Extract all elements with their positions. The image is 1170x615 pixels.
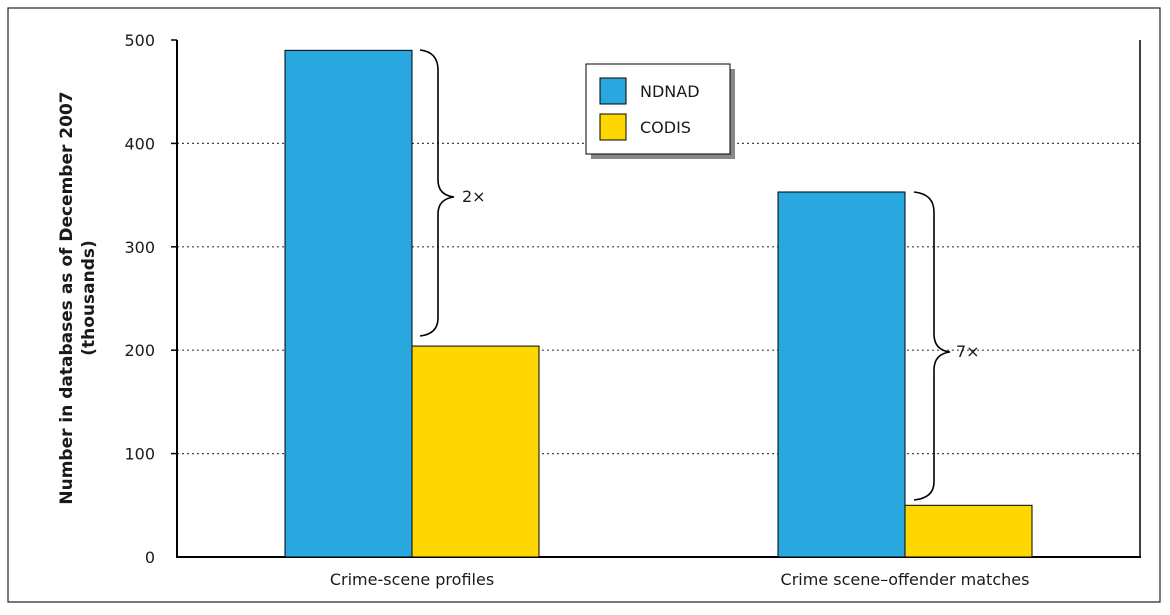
x-category-label: Crime-scene profiles xyxy=(330,570,494,589)
y-tick-label: 200 xyxy=(124,341,155,360)
legend-swatch-codis xyxy=(599,113,627,141)
y-tick-label: 0 xyxy=(145,548,155,567)
y-tick-label: 500 xyxy=(124,31,155,50)
legend-label-ndnad: NDNAD xyxy=(640,82,700,101)
y-tick-label: 300 xyxy=(124,238,155,257)
y-axis-label-units: (thousands) xyxy=(79,240,99,356)
legend: NDNAD CODIS xyxy=(585,63,735,159)
legend-swatch-ndnad xyxy=(599,77,627,105)
annotation-7x: 7× xyxy=(956,342,980,361)
y-axis-label: Number in databases as of December 2007 xyxy=(57,91,77,504)
legend-label-codis: CODIS xyxy=(640,118,691,137)
y-tick-label: 400 xyxy=(124,134,155,153)
bars xyxy=(284,49,1033,558)
annotation-2x: 2× xyxy=(462,187,486,206)
brace-7x xyxy=(913,191,951,501)
bar-codis-2 xyxy=(904,504,1033,558)
x-category-label: Crime scene–offender matches xyxy=(781,570,1030,589)
brace-2x xyxy=(419,49,455,337)
bar-ndnad-1 xyxy=(284,49,413,558)
bar-ndnad-2 xyxy=(777,191,906,558)
y-tick-label: 100 xyxy=(124,445,155,464)
figure-frame xyxy=(7,7,1161,603)
category-labels: Crime-scene profiles Crime scene–offender… xyxy=(330,570,1030,589)
y-tick-labels: 0 100 200 300 400 500 xyxy=(124,31,155,567)
bar-codis-1 xyxy=(411,345,540,558)
